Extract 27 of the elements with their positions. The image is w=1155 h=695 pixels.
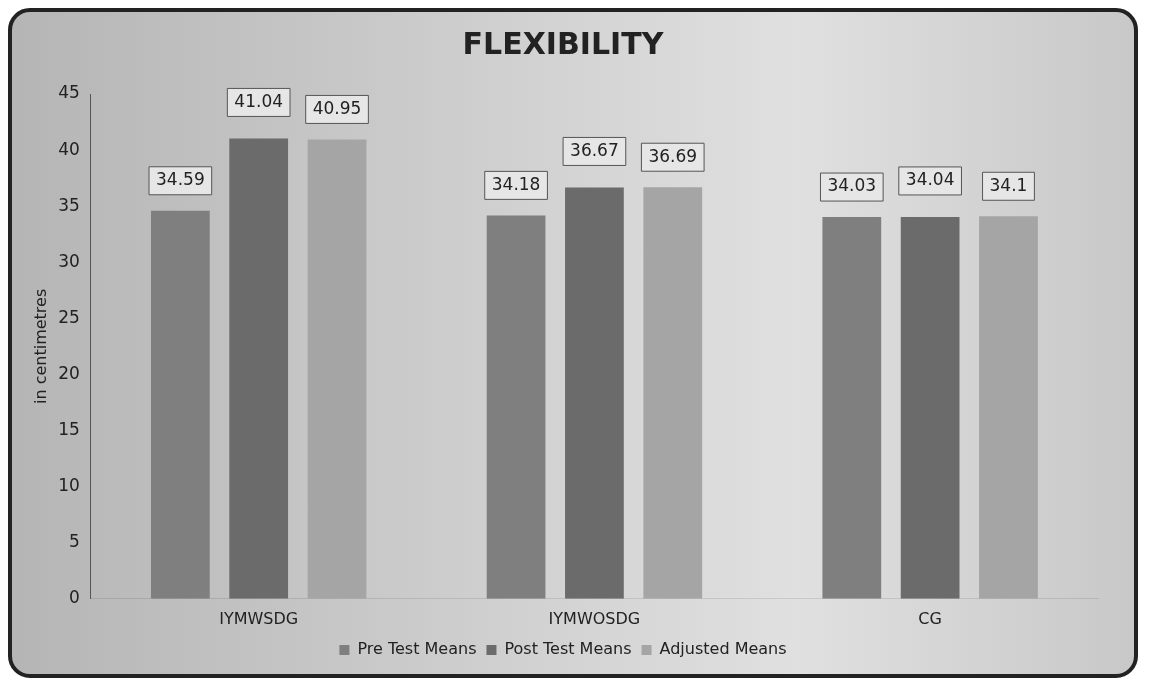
legend-label: Adjusted Means [659, 639, 787, 659]
x-tick-label: IYMWOSDG [548, 608, 641, 628]
data-label: 36.67 [570, 139, 619, 160]
data-label: 34.1 [989, 174, 1028, 195]
data-label: 34.18 [491, 173, 541, 194]
x-tick-label: IYMWSDG [219, 608, 299, 628]
x-tick-label: CG [918, 608, 942, 628]
legend-label: Post Test Means [504, 639, 632, 659]
data-label: 36.69 [648, 145, 698, 166]
y-tick-label: 25 [58, 306, 80, 327]
y-tick-label: 45 [58, 82, 80, 103]
y-tick-label: 20 [58, 362, 80, 383]
y-tick-label: 40 [58, 138, 80, 159]
y-tick-label: 0 [69, 587, 80, 608]
data-label: 40.95 [312, 97, 362, 118]
y-axis-title: in centimetres [30, 288, 50, 405]
data-label: 34.59 [156, 169, 205, 190]
chart-title: FLEXIBILITY [462, 25, 665, 61]
data-label: 34.03 [827, 175, 877, 196]
y-tick-label: 10 [58, 475, 80, 496]
y-tick-label: 35 [58, 194, 80, 215]
data-label: 41.04 [234, 90, 284, 111]
y-tick-label: 30 [58, 250, 80, 271]
y-tick-label: 15 [58, 418, 80, 439]
y-tick-label: 5 [69, 531, 80, 552]
data-label: 34.04 [905, 169, 955, 190]
legend-label: Pre Test Means [357, 639, 477, 659]
